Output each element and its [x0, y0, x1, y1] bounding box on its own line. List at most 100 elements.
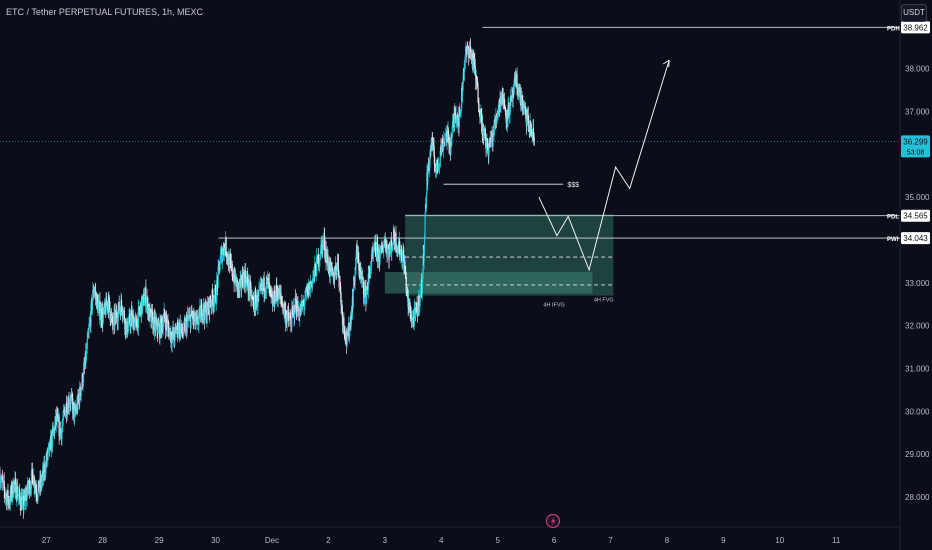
- candle-body: [340, 286, 342, 294]
- candle-body: [213, 298, 215, 306]
- candle-body: [70, 395, 72, 397]
- candle-body: [330, 261, 332, 263]
- candle-body: [441, 140, 444, 143]
- candle-body: [86, 348, 88, 350]
- candle-body: [221, 254, 223, 263]
- candle-body: [271, 294, 273, 296]
- candle-body: [415, 303, 417, 314]
- candle-body: [100, 308, 102, 322]
- candle-body: [351, 297, 353, 318]
- candle-body: [206, 302, 208, 317]
- candle-body: [48, 444, 50, 448]
- candle-body: [189, 314, 191, 316]
- candle-body: [0, 482, 2, 486]
- candle-body: [427, 166, 429, 183]
- candle-body: [250, 285, 252, 300]
- candle-body: [240, 277, 242, 289]
- candle-body: [176, 329, 178, 334]
- candle-body: [324, 235, 326, 251]
- candle-body: [269, 287, 271, 288]
- x-tick-label: 7: [608, 536, 613, 545]
- candle-body: [315, 267, 317, 277]
- candle-body: [407, 289, 409, 293]
- candle-body: [251, 296, 254, 298]
- candle-body: [215, 288, 217, 304]
- candle-body: [99, 316, 101, 320]
- candle-body: [445, 133, 447, 135]
- candle-body: [451, 137, 453, 146]
- candle-body: [395, 232, 397, 250]
- candle-body: [88, 325, 90, 331]
- candle-body: [406, 291, 408, 293]
- lightning-icon[interactable]: [545, 513, 561, 529]
- candle-body: [391, 246, 393, 252]
- candle-body: [520, 96, 522, 107]
- candle-body: [443, 140, 445, 144]
- candle-body: [375, 250, 377, 253]
- candle-body: [379, 251, 381, 264]
- candle-body: [80, 388, 82, 396]
- candle-body: [385, 243, 387, 252]
- candle-body: [31, 469, 33, 475]
- candle-body: [254, 294, 256, 310]
- candle-body: [114, 315, 116, 326]
- candle-body: [335, 268, 337, 274]
- candle-body: [286, 317, 288, 324]
- y-tick-label: 30.000: [905, 407, 930, 416]
- candle-body: [339, 283, 341, 287]
- candle-body: [256, 305, 259, 308]
- candle-body: [527, 114, 529, 126]
- candle-body: [489, 138, 491, 143]
- candle-body: [477, 102, 480, 104]
- y-tick-label: 35.000: [905, 193, 930, 202]
- x-tick-label: 30: [211, 536, 220, 545]
- candle-body: [429, 149, 431, 159]
- currency-button[interactable]: USDT: [901, 4, 927, 22]
- candle-body: [340, 293, 342, 306]
- candle-body: [258, 290, 260, 296]
- candle-body: [272, 298, 274, 307]
- candle-body: [84, 363, 86, 367]
- candle-body: [75, 410, 77, 413]
- candle-body: [93, 290, 95, 292]
- candle-body: [268, 281, 270, 288]
- candle-body: [129, 313, 131, 324]
- candle-body: [390, 240, 392, 244]
- last-price-text: 36.299: [903, 137, 928, 146]
- candle-body: [493, 119, 496, 129]
- candle-body: [69, 402, 71, 406]
- candle-body: [47, 453, 49, 459]
- candle-body: [291, 308, 293, 328]
- candle-body: [143, 293, 145, 306]
- candle-body: [501, 95, 503, 98]
- candle-body: [56, 415, 58, 422]
- candle-body: [223, 244, 225, 256]
- candle-body: [54, 423, 56, 434]
- candle-body: [177, 322, 179, 335]
- candle-body: [438, 163, 441, 166]
- candle-body: [490, 139, 492, 148]
- candle-body: [44, 464, 46, 473]
- candle-body: [231, 263, 233, 276]
- x-tick-label: Dec: [265, 536, 279, 545]
- candle-body: [451, 125, 453, 138]
- candle-body: [81, 385, 83, 389]
- candle-body: [87, 332, 89, 334]
- x-tick-label: 5: [495, 536, 500, 545]
- candle-body: [185, 321, 187, 333]
- candle-body: [502, 88, 504, 105]
- candle-body: [235, 277, 238, 287]
- candle-body: [309, 282, 312, 289]
- candle-body: [411, 314, 413, 323]
- candle-body: [206, 316, 208, 322]
- candle-body: [9, 504, 11, 506]
- candle-body: [225, 254, 228, 257]
- candle-body: [23, 494, 25, 506]
- candle-body: [533, 132, 535, 139]
- candle-body: [0, 479, 3, 483]
- candle-body: [66, 413, 68, 415]
- time-axis[interactable]: 27 28 29 30 Dec 2 3 4 5 6 7 8 9 10 11: [42, 536, 841, 545]
- price-axis[interactable]: 28.000 29.000 30.000 31.000 32.000 33.000 35.0…: [905, 65, 930, 502]
- candle-body: [290, 318, 292, 326]
